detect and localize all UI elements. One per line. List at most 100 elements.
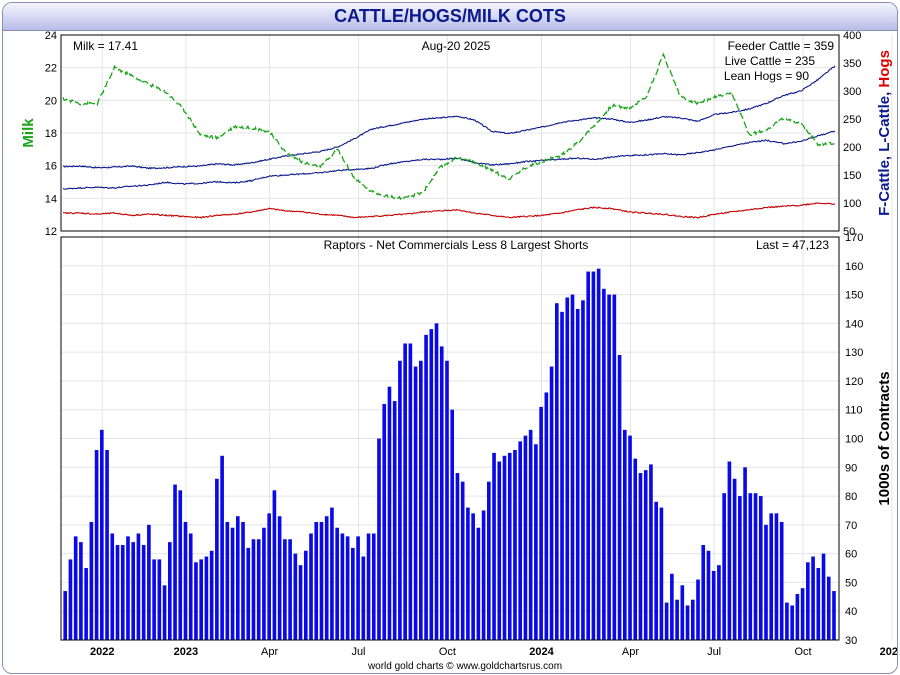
cots-bar xyxy=(429,329,434,640)
cots-bar xyxy=(84,568,88,640)
feeder-readout: Feeder Cattle = 359 xyxy=(728,39,835,53)
cots-bar xyxy=(220,455,224,640)
cots-bar xyxy=(272,490,277,640)
cots-bar xyxy=(528,429,533,640)
cots-bar xyxy=(811,556,815,640)
cots-bar xyxy=(366,533,371,640)
cots-bar xyxy=(162,585,167,640)
cots-bar xyxy=(460,481,465,640)
cots-bar xyxy=(204,556,209,640)
cots-bar xyxy=(774,513,779,640)
cots-bar xyxy=(319,521,324,640)
footer-credit: world gold charts © www.goldchartsrus.co… xyxy=(367,661,562,672)
time-tick-label: Oct xyxy=(794,646,811,658)
cots-bar xyxy=(560,311,564,640)
cattle-tick-label: 350 xyxy=(843,58,861,70)
cots-bar xyxy=(779,521,784,640)
cots-bar xyxy=(173,484,177,640)
cots-bar xyxy=(497,461,502,640)
cots-tick-label: 110 xyxy=(845,405,863,417)
cots-bar xyxy=(539,406,543,640)
cots-bar xyxy=(680,585,685,640)
cots-tick-label: 30 xyxy=(845,635,857,647)
cots-bar xyxy=(225,521,230,640)
cots-tick-label: 50 xyxy=(845,577,857,589)
cots-bar xyxy=(670,573,674,640)
cots-bar xyxy=(419,360,423,640)
cots-bar xyxy=(518,441,523,640)
cots-bar xyxy=(235,516,240,640)
time-tick-label: 2022 xyxy=(90,646,114,658)
price-panel-frame xyxy=(60,34,840,232)
cots-bar xyxy=(481,510,486,640)
cots-bar xyxy=(654,501,658,640)
cots-bar xyxy=(591,271,596,640)
milk-axis-label: Milk xyxy=(20,118,37,148)
cots-bar xyxy=(157,559,162,640)
live-readout: Live Cattle = 235 xyxy=(725,54,816,68)
cots-bar xyxy=(450,409,455,640)
cots-bar xyxy=(293,553,298,640)
chart-title: CATTLE/HOGS/MILK COTS xyxy=(334,6,566,26)
time-tick-label: Jul xyxy=(351,646,365,658)
cots-bar xyxy=(340,533,345,640)
cattle-tick-label: 50 xyxy=(843,226,855,238)
cots-tick-label: 140 xyxy=(845,318,863,330)
cattle-tick-label: 150 xyxy=(843,170,861,182)
cots-bar xyxy=(298,565,303,640)
cots-bar xyxy=(63,591,68,640)
cots-bar xyxy=(649,464,653,640)
cots-bar xyxy=(230,527,235,640)
cots-bar xyxy=(675,599,679,640)
cots-tick-label: 90 xyxy=(845,462,857,474)
cots-bar xyxy=(476,527,481,640)
time-tick-label: 2025 xyxy=(880,646,897,658)
cots-bar xyxy=(251,539,256,640)
cots-bar xyxy=(696,579,700,640)
cattle-tick-label: 200 xyxy=(843,142,861,154)
cots-bar xyxy=(717,565,721,640)
cots-bar xyxy=(377,438,381,640)
cots-bar xyxy=(79,542,83,640)
cots-bar xyxy=(701,545,706,640)
cots-bar xyxy=(575,308,580,640)
cots-bar xyxy=(738,496,742,640)
milk-tick-label: 16 xyxy=(45,161,57,173)
cots-bar xyxy=(434,323,439,640)
time-tick-label: Oct xyxy=(439,646,456,658)
cots-bar xyxy=(215,478,219,640)
cots-bar xyxy=(398,360,402,640)
cots-bar xyxy=(413,366,418,640)
live-price-line xyxy=(62,130,835,190)
chart-canvas: 1214161820222450100150200250300350400Mil… xyxy=(20,30,897,672)
axis-label-part: F-Cattle, xyxy=(876,152,893,216)
cots-bar xyxy=(544,392,549,640)
cots-bar xyxy=(262,527,266,640)
cots-bar xyxy=(753,493,758,640)
cots-bar xyxy=(633,458,638,640)
cattle-hogs-axis-label: F-Cattle, L-Cattle, Hogs xyxy=(876,50,893,216)
cots-bar xyxy=(126,536,130,640)
time-tick-label: 2023 xyxy=(174,646,198,658)
cots-bar xyxy=(617,355,622,640)
cots-bar xyxy=(821,553,826,640)
time-tick-label: Apr xyxy=(261,646,278,658)
cots-tick-label: 160 xyxy=(845,261,863,273)
cots-bar xyxy=(816,568,821,640)
cots-bar xyxy=(586,271,591,640)
cots-bar xyxy=(570,294,575,640)
cots-bar xyxy=(628,435,632,640)
cots-bar xyxy=(330,507,334,640)
cots-bar xyxy=(403,343,407,640)
cots-bar xyxy=(136,533,141,640)
cots-bar xyxy=(324,516,329,640)
time-tick-label: 2024 xyxy=(529,646,554,658)
cots-bar xyxy=(565,297,570,640)
cots-bar xyxy=(335,527,339,640)
cots-bar xyxy=(73,536,78,640)
cots-bar xyxy=(303,550,308,640)
cots-bar xyxy=(622,429,627,640)
feeder-price-line xyxy=(63,65,836,170)
cots-bar xyxy=(178,490,183,640)
